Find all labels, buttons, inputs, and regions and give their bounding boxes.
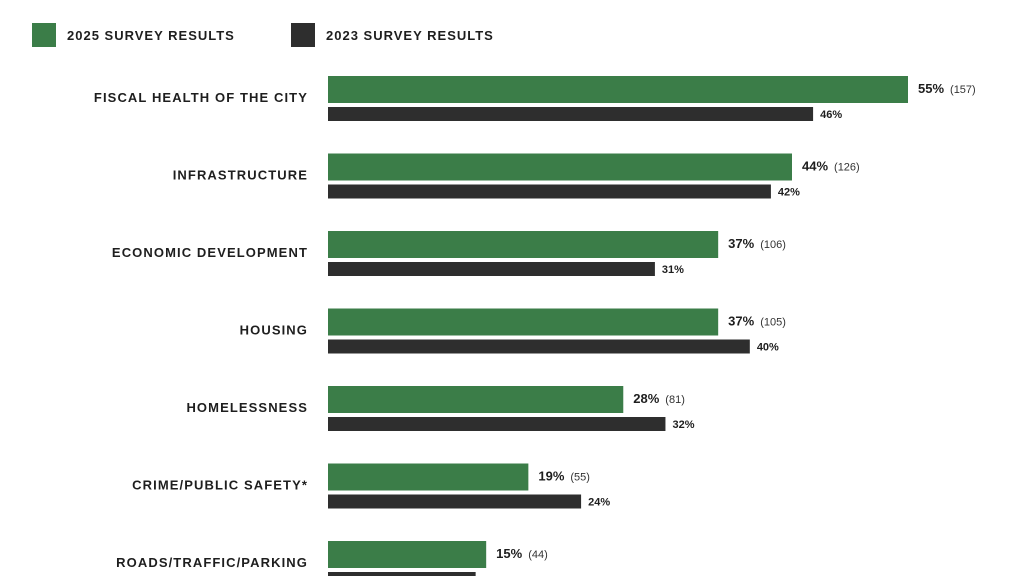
bar-2025	[328, 541, 487, 568]
legend-label-2025: 2025 SURVEY RESULTS	[67, 28, 235, 43]
bar-2023	[328, 494, 582, 509]
value-label-2023: 31%	[662, 264, 684, 276]
bar-2023	[328, 417, 666, 431]
legend-label-2023: 2023 SURVEY RESULTS	[326, 28, 494, 43]
count-label-2025: (44)	[528, 549, 548, 561]
percent-label-2025: 37%	[728, 236, 754, 251]
value-label-2023: 32%	[672, 419, 694, 431]
bar-2025	[328, 386, 624, 413]
value-label-2025: 28% (81)	[633, 391, 685, 406]
percent-label-2025: 37%	[728, 314, 754, 329]
percent-label-2025: 55%	[918, 81, 944, 96]
bar-2025	[328, 231, 719, 258]
bar-2025	[328, 153, 792, 181]
bar-2025	[328, 76, 908, 103]
value-label-2025: 19% (55)	[538, 469, 590, 484]
bar-2025	[328, 463, 529, 491]
legend-swatch-2025	[32, 23, 56, 47]
bar-2023	[328, 262, 655, 276]
value-label-2025: 15% (44)	[496, 546, 548, 561]
count-label-2025: (55)	[570, 472, 590, 484]
percent-label-2025: 44%	[802, 159, 828, 174]
category-label: CRIME/PUBLIC SAFETY*	[132, 478, 308, 493]
count-label-2025: (81)	[665, 394, 685, 406]
count-label-2025: (157)	[950, 84, 976, 96]
bar-2023	[328, 339, 750, 354]
legend-swatch-2023	[291, 23, 315, 47]
category-label: ECONOMIC DEVELOPMENT	[112, 245, 308, 260]
category-label: HOMELESSNESS	[186, 400, 308, 415]
bar-2023	[328, 572, 476, 576]
value-label-2023: 46%	[820, 109, 842, 121]
bar-2023	[328, 184, 771, 199]
percent-label-2025: 28%	[633, 391, 659, 406]
category-label: ROADS/TRAFFIC/PARKING	[116, 555, 308, 570]
value-label-2023: 24%	[588, 497, 610, 509]
count-label-2025: (105)	[760, 317, 786, 329]
value-label-2025: 55% (157)	[918, 81, 976, 96]
value-label-2025: 44% (126)	[802, 159, 860, 174]
bar-2023	[328, 107, 814, 121]
category-label: FISCAL HEALTH OF THE CITY	[94, 90, 308, 105]
percent-label-2025: 19%	[538, 469, 564, 484]
value-label-2025: 37% (106)	[728, 236, 786, 251]
value-label-2025: 37% (105)	[728, 314, 786, 329]
category-label: HOUSING	[240, 323, 308, 338]
value-label-2023: 42%	[778, 187, 800, 199]
percent-label-2025: 15%	[496, 546, 522, 561]
count-label-2025: (106)	[760, 239, 786, 251]
count-label-2025: (126)	[834, 162, 860, 174]
value-label-2023: 40%	[757, 342, 779, 354]
category-label: INFRASTRUCTURE	[173, 168, 308, 183]
bar-2025	[328, 308, 719, 336]
